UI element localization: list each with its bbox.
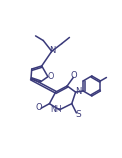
Text: NH: NH [50, 105, 61, 114]
Text: O: O [35, 103, 42, 112]
Text: N: N [75, 87, 81, 96]
Text: O: O [47, 72, 54, 81]
Text: S: S [75, 110, 81, 119]
Text: N: N [49, 46, 55, 55]
Text: O: O [71, 71, 77, 80]
